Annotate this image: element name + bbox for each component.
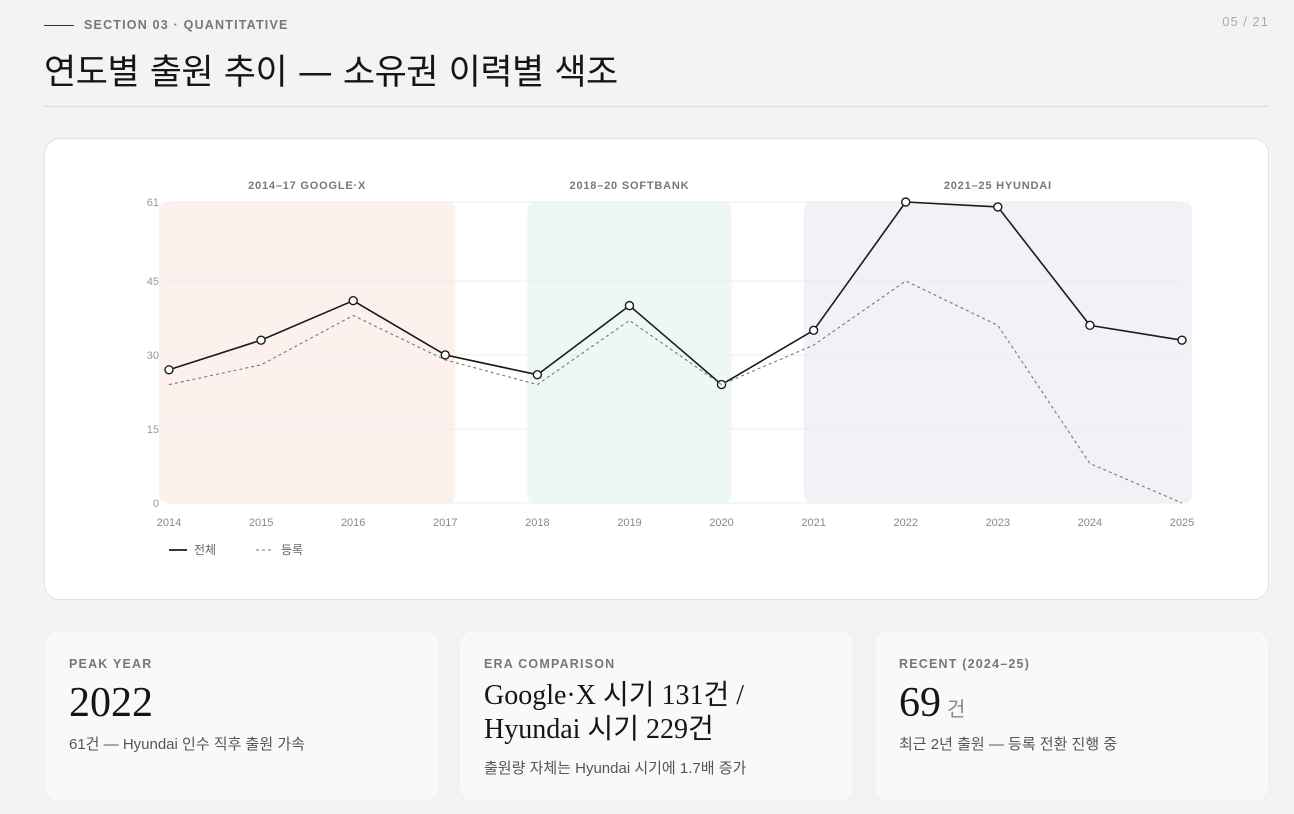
era-label: 2021–25 HYUNDAI <box>944 180 1052 192</box>
x-tick-label: 2020 <box>709 517 733 529</box>
data-point <box>256 335 266 345</box>
y-tick-label: 45 <box>147 276 159 288</box>
era-band <box>159 202 456 503</box>
series-line-registered <box>168 280 1183 504</box>
x-tick-label: 2019 <box>617 517 641 529</box>
stat-value: 69 건 <box>899 679 965 727</box>
data-point <box>1177 335 1187 345</box>
section-eyebrow: SECTION 03 · QUANTITATIVE <box>44 18 289 32</box>
data-point <box>532 370 543 380</box>
chart-card: 2014–17 GOOGLE·X 2018–20 SOFTBANK 2021–25 … <box>44 138 1269 600</box>
x-tick-label: 2014 <box>157 517 181 529</box>
stat-label: ERA COMPARISON <box>484 657 616 671</box>
data-point <box>624 300 635 311</box>
era-label: 2014–17 GOOGLE·X <box>248 180 366 192</box>
era-band <box>527 202 732 503</box>
x-tick-label: 2015 <box>249 517 273 529</box>
legend-label: 등록 <box>281 543 303 557</box>
x-tick-label: 2017 <box>433 517 457 529</box>
stat-unit: 건 <box>947 697 966 721</box>
x-tick-label: 2022 <box>893 517 917 529</box>
stat-card-recent: RECENT (2024–25) 69 건 최근 2년 출원 — 등록 전환 진행… <box>874 630 1269 802</box>
y-tick-label: 15 <box>147 424 159 436</box>
y-tick-label: 30 <box>147 350 159 362</box>
stat-card-era-comparison: ERA COMPARISON Google·X 시기 131건 / Hyunda… <box>459 630 854 802</box>
line-chart: 2014–17 GOOGLE·X 2018–20 SOFTBANK 2021–25 … <box>147 180 1194 557</box>
x-tick-label: 2021 <box>801 517 825 529</box>
series-line-total <box>168 201 1183 386</box>
x-tick-label: 2018 <box>525 517 549 529</box>
era-band <box>803 202 1192 503</box>
x-tick-label: 2023 <box>986 517 1010 529</box>
era-label: 2018–20 SOFTBANK <box>570 180 690 192</box>
legend-label: 전체 <box>194 543 216 557</box>
stat-description: 최근 2년 출원 — 등록 전환 진행 중 <box>899 736 1118 753</box>
y-tick-label: 0 <box>153 498 159 510</box>
data-point <box>1085 320 1095 331</box>
page-title: 연도별 출원 추이 — 소유권 이력별 색조 <box>44 53 618 93</box>
page-number: 05 / 21 <box>1222 14 1269 29</box>
stat-card-peak-year: PEAK YEAR 2022 61건 — Hyundai 인수 직후 출원 가속 <box>44 630 439 802</box>
eyebrow-text: SECTION 03 · QUANTITATIVE <box>84 18 289 32</box>
data-point <box>901 197 911 207</box>
data-point <box>993 202 1003 212</box>
header: SECTION 03 · QUANTITATIVE 05 / 21 연도별 출원… <box>44 0 1269 107</box>
stat-description: 61건 — Hyundai 인수 직후 출원 가속 <box>69 736 305 753</box>
data-point <box>808 325 819 335</box>
stat-value: Google·X 시기 131건 / Hyundai 시기 229건 <box>484 680 745 745</box>
data-point <box>164 365 174 375</box>
stat-number: 69 <box>899 680 941 726</box>
stat-label: RECENT (2024–25) <box>899 657 1031 671</box>
y-tick-label: 61 <box>147 197 159 209</box>
x-tick-label: 2024 <box>1078 517 1102 529</box>
x-tick-label: 2025 <box>1170 517 1194 529</box>
stat-label: PEAK YEAR <box>69 657 153 671</box>
x-tick-label: 2016 <box>341 517 365 529</box>
data-point <box>440 350 450 360</box>
eyebrow-rule <box>44 24 74 26</box>
stat-value: 2022 <box>69 680 153 726</box>
stat-description: 출원량 자체는 Hyundai 시기에 1.7배 증가 <box>484 760 747 777</box>
data-point <box>348 295 358 306</box>
